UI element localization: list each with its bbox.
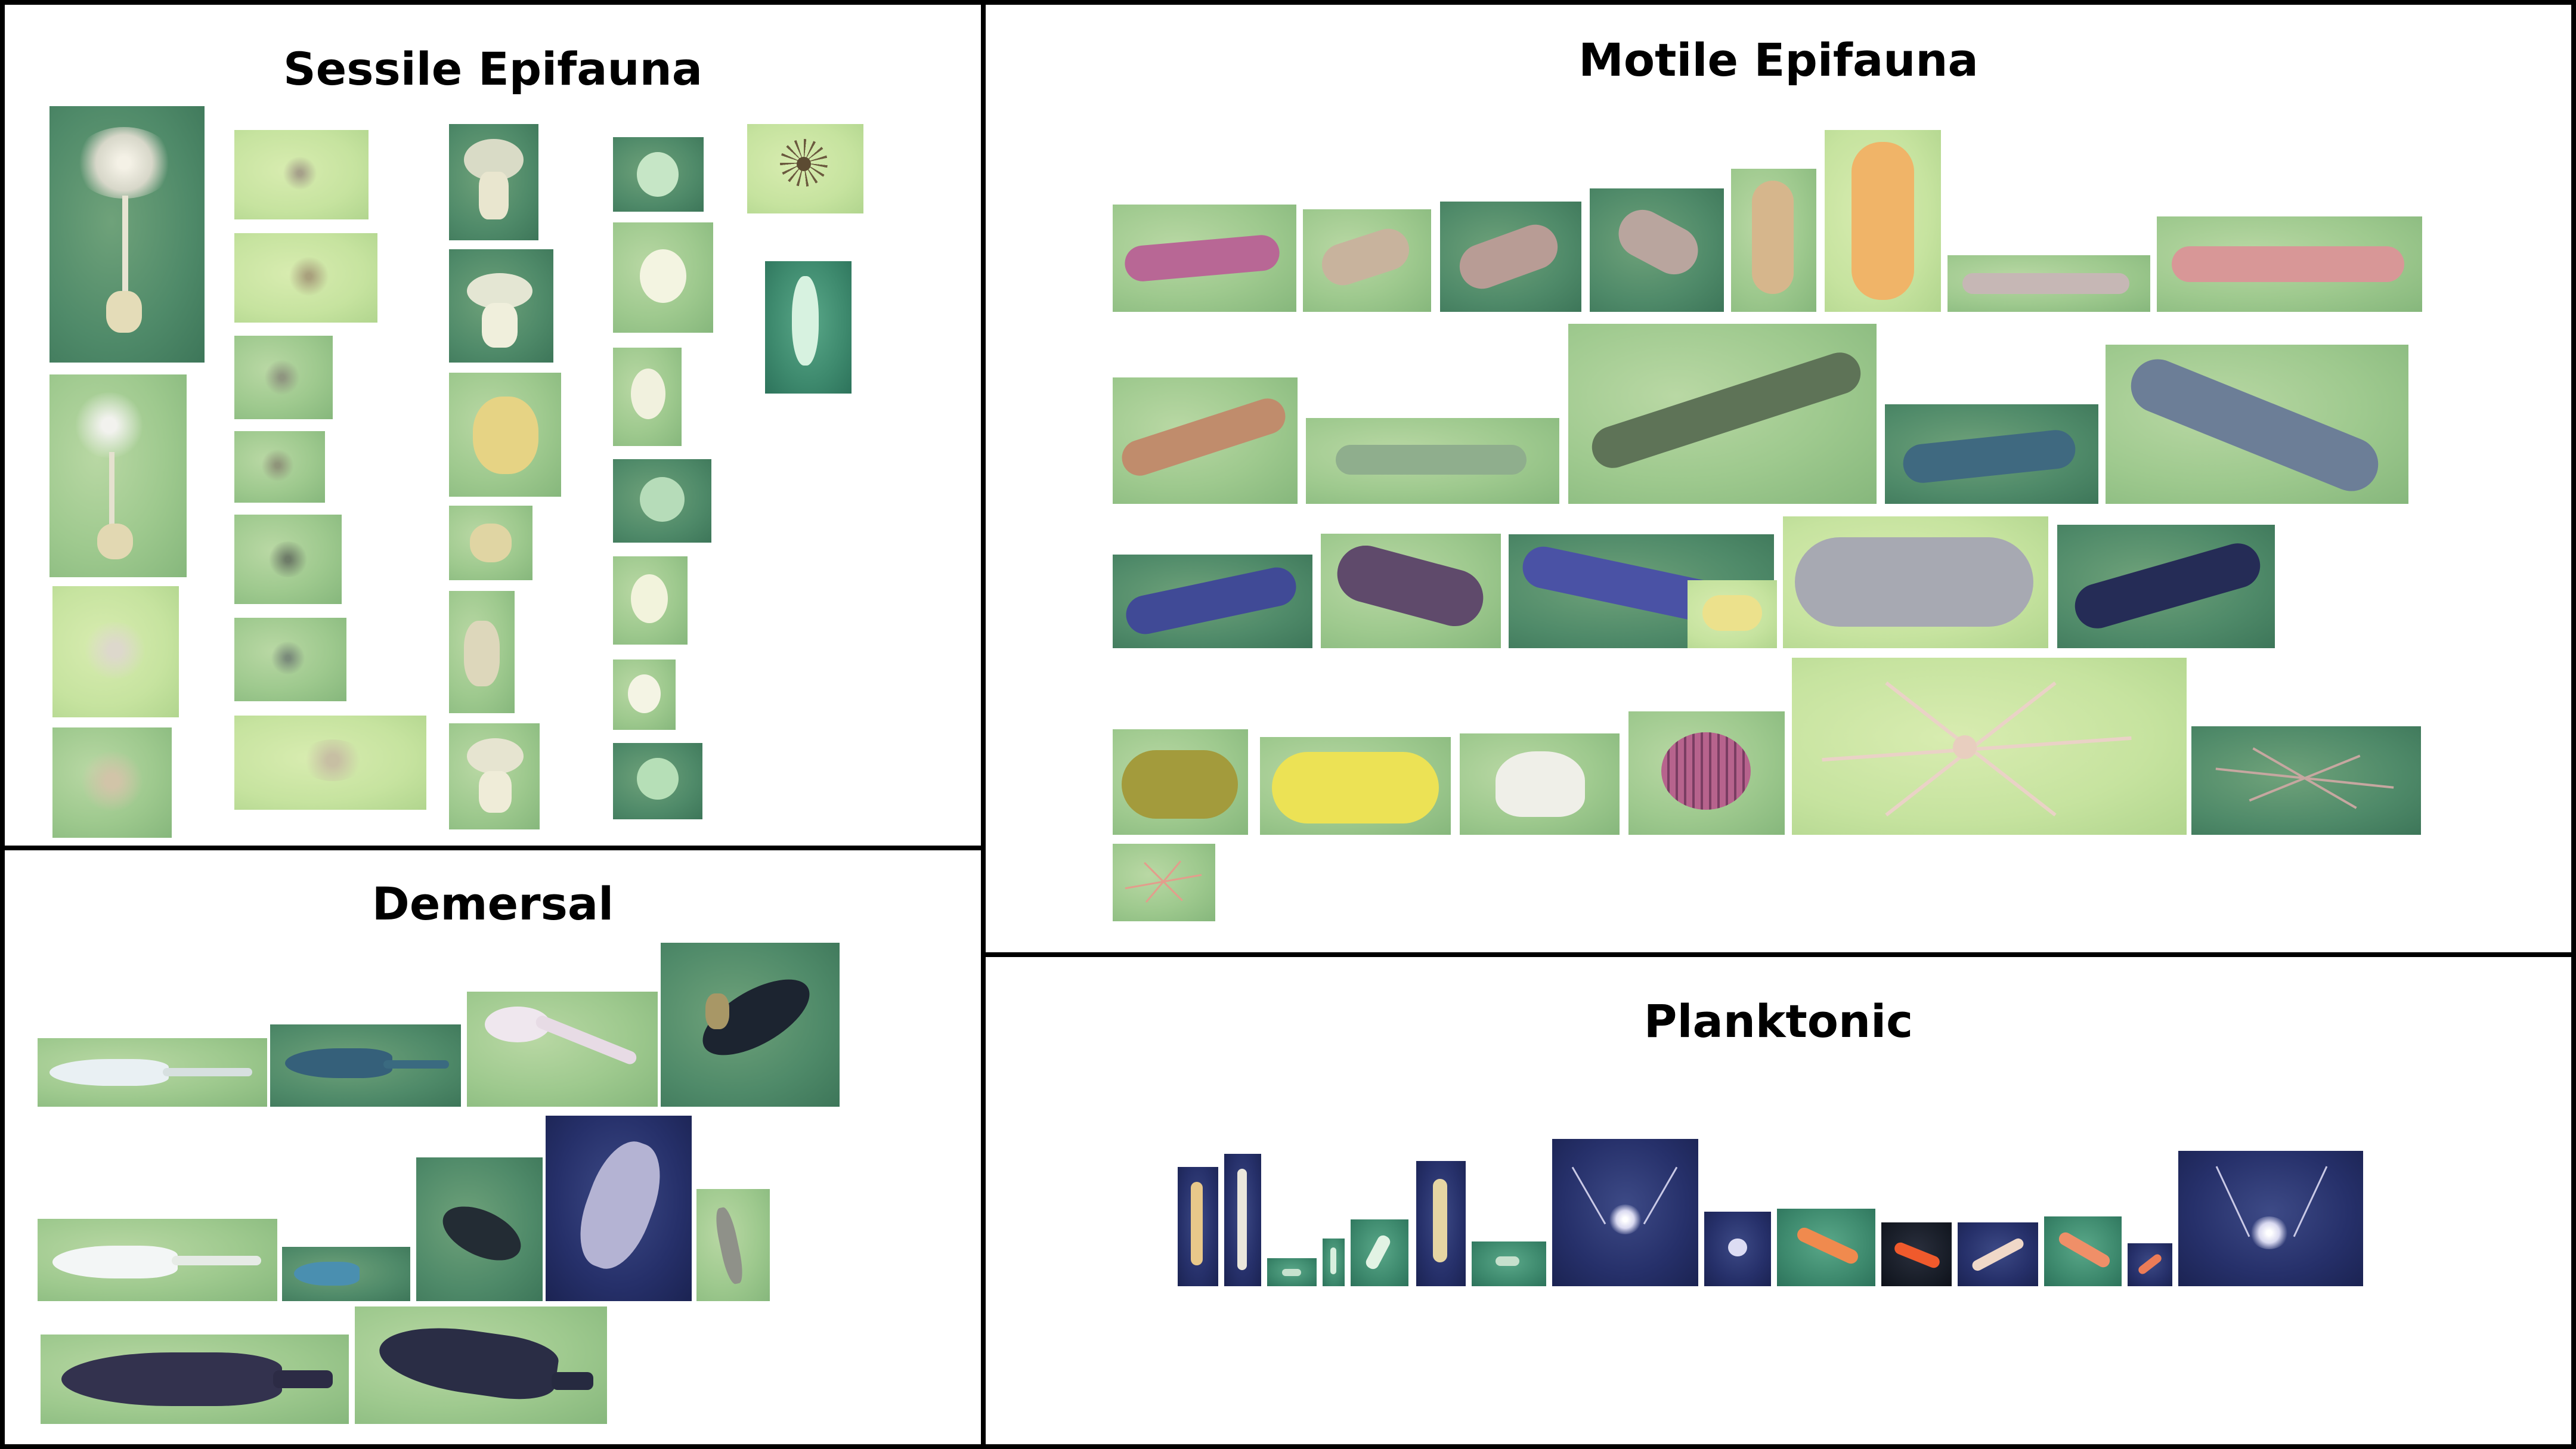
sea-cucumber-thumbnail bbox=[1113, 729, 1248, 835]
sea-cucumber-thumbnail bbox=[1113, 205, 1296, 312]
sea-cucumber-thumbnail bbox=[2106, 345, 2408, 504]
sea-cucumber-thumbnail bbox=[1306, 418, 1559, 504]
shrimp-thumbnail bbox=[1777, 1209, 1875, 1286]
fish-thumbnail bbox=[355, 1306, 607, 1424]
tunicate-thumbnail bbox=[613, 556, 688, 645]
larvacean-thumbnail bbox=[1472, 1241, 1546, 1286]
brittle-star-thumbnail bbox=[1792, 658, 2187, 835]
cerianthid-thumbnail bbox=[234, 618, 346, 701]
sea-cucumber-thumbnail bbox=[1440, 202, 1581, 312]
sea-cucumber-thumbnail bbox=[1260, 737, 1451, 835]
fish-thumbnail bbox=[282, 1247, 410, 1301]
larvacean-thumbnail bbox=[1267, 1258, 1317, 1286]
sponge-stalked-thumbnail bbox=[49, 106, 205, 363]
tunicate-thumbnail bbox=[613, 660, 676, 730]
jellyfish-thumbnail bbox=[1704, 1212, 1771, 1286]
panel-planktonic: Planktonic bbox=[981, 952, 2576, 1449]
fish-thumbnail bbox=[38, 1219, 277, 1301]
fish-thumbnail bbox=[546, 1116, 692, 1301]
sea-cucumber-thumbnail bbox=[1113, 555, 1312, 648]
jellyfish-thumbnail bbox=[2178, 1151, 2363, 1286]
panel-sessile-epifauna: Sessile Epifauna bbox=[0, 0, 986, 853]
anemone-thumbnail bbox=[449, 373, 561, 497]
fish-thumbnail bbox=[41, 1335, 349, 1424]
sea-cucumber-thumbnail bbox=[1590, 188, 1724, 312]
cerianthid-thumbnail bbox=[234, 515, 342, 604]
sea-cucumber-thumbnail bbox=[1825, 130, 1941, 312]
shrimp-thumbnail bbox=[2128, 1243, 2172, 1286]
brittle-star-thumbnail bbox=[1113, 844, 1215, 921]
fish-thumbnail bbox=[467, 992, 658, 1107]
fish-thumbnail bbox=[696, 1189, 770, 1301]
tunicate-thumbnail bbox=[613, 743, 702, 819]
panel-title: Demersal bbox=[371, 877, 614, 930]
sea-cucumber-thumbnail bbox=[2157, 216, 2422, 312]
brisingid-thumbnail bbox=[747, 124, 863, 213]
sea-star-thumbnail bbox=[1460, 733, 1620, 835]
sea-cucumber-thumbnail bbox=[1783, 516, 2048, 648]
fish-thumbnail bbox=[270, 1024, 461, 1107]
tunicate-thumbnail bbox=[613, 137, 704, 212]
sponge-stalked-thumbnail bbox=[49, 374, 187, 577]
shrimp-thumbnail bbox=[1178, 1167, 1218, 1286]
cerianthid-thumbnail bbox=[234, 336, 333, 419]
sea-cucumber-thumbnail bbox=[1113, 377, 1298, 504]
sea-cucumber-thumbnail bbox=[1885, 404, 2098, 504]
shrimp-thumbnail bbox=[1416, 1161, 1466, 1286]
fish-thumbnail bbox=[661, 943, 840, 1107]
anemone-thumbnail bbox=[52, 586, 179, 717]
tunicate-thumbnail bbox=[613, 222, 713, 333]
anemone-thumbnail bbox=[449, 249, 553, 363]
cerianthid-thumbnail bbox=[234, 233, 377, 323]
sea-cucumber-thumbnail bbox=[1688, 580, 1777, 648]
anemone-thumbnail bbox=[449, 506, 532, 580]
tunicate-thumbnail bbox=[613, 459, 711, 543]
sea-cucumber-thumbnail bbox=[2057, 525, 2275, 648]
panel-motile-epifauna: Motile Epifauna bbox=[981, 0, 2576, 960]
sea-cucumber-thumbnail bbox=[1321, 534, 1501, 648]
jellyfish-thumbnail bbox=[1552, 1139, 1698, 1286]
panel-demersal: Demersal bbox=[0, 846, 986, 1449]
cerianthid-thumbnail bbox=[234, 716, 426, 810]
sea-cucumber-thumbnail bbox=[1568, 324, 1877, 504]
shrimp-thumbnail bbox=[2044, 1216, 2122, 1286]
sea-pen-thumbnail bbox=[765, 261, 852, 394]
fish-thumbnail bbox=[416, 1157, 543, 1301]
anemone-thumbnail bbox=[449, 723, 540, 829]
sea-cucumber-thumbnail bbox=[1731, 169, 1816, 312]
shrimp-thumbnail bbox=[1958, 1222, 2038, 1286]
larvacean-thumbnail bbox=[1351, 1219, 1408, 1286]
tunicate-thumbnail bbox=[613, 348, 682, 446]
anemone-thumbnail bbox=[449, 591, 515, 713]
fish-thumbnail bbox=[38, 1038, 267, 1107]
cerianthid-thumbnail bbox=[234, 130, 369, 219]
anemone-thumbnail bbox=[449, 124, 538, 240]
urchin-thumbnail bbox=[1628, 711, 1785, 835]
cerianthid-thumbnail bbox=[234, 431, 325, 503]
anemone-thumbnail bbox=[52, 727, 172, 838]
panel-title: Motile Epifauna bbox=[1578, 33, 1979, 86]
sea-cucumber-thumbnail bbox=[1303, 209, 1431, 312]
shrimp-thumbnail bbox=[1224, 1154, 1261, 1286]
sea-cucumber-thumbnail bbox=[1948, 255, 2150, 312]
brittle-star-thumbnail bbox=[2191, 726, 2421, 835]
panel-title: Sessile Epifauna bbox=[283, 42, 703, 95]
panel-title: Planktonic bbox=[1643, 995, 1914, 1048]
shrimp-thumbnail bbox=[1881, 1222, 1952, 1286]
larvacean-thumbnail bbox=[1323, 1239, 1345, 1286]
